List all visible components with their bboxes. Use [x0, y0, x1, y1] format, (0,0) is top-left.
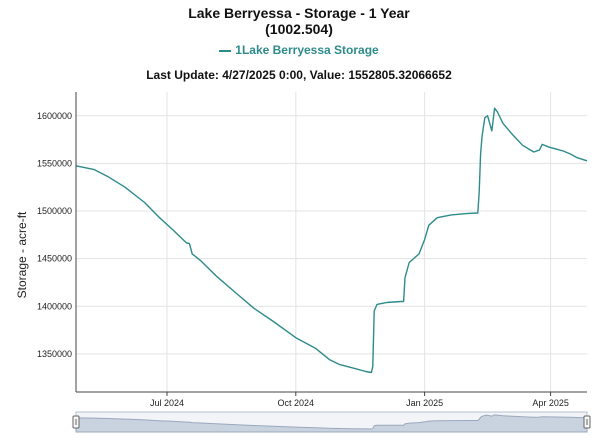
chart-title: Lake Berryessa - Storage - 1 Year: [188, 5, 410, 21]
y-tick-label: 1600000: [37, 111, 72, 121]
x-tick-label: Jul 2024: [150, 398, 184, 408]
legend-item[interactable]: 1Lake Berryessa Storage: [0, 43, 598, 57]
legend-swatch: [219, 49, 232, 52]
y-tick-label: 1400000: [37, 301, 72, 311]
x-tick-label: Oct 2024: [278, 398, 315, 408]
y-tick-label: 1350000: [37, 349, 72, 359]
x-tick-label: Apr 2025: [532, 398, 569, 408]
x-tick-label: Jan 2025: [406, 398, 443, 408]
y-axis-label: Storage - acre-ft: [15, 211, 29, 298]
y-tick-label: 1450000: [37, 254, 72, 264]
y-tick-label: 1550000: [37, 158, 72, 168]
y-tick-label: 1500000: [37, 206, 72, 216]
series-line[interactable]: [75, 107, 588, 374]
chart-subtitle: (1002.504): [265, 21, 333, 37]
last-update-text: Last Update: 4/27/2025 0:00, Value: 1552…: [146, 68, 452, 82]
navigator-series: [75, 414, 588, 433]
legend-label: 1Lake Berryessa Storage: [235, 43, 379, 57]
